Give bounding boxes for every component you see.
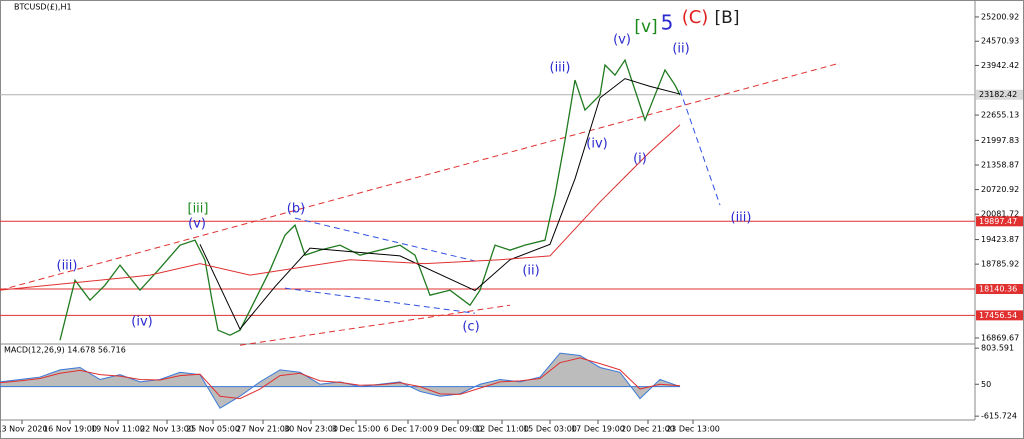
trendline <box>294 217 481 263</box>
wave-label: (b) <box>287 202 305 217</box>
x-tick-label: 15 Dec 03:00 <box>523 425 577 434</box>
wave-label: (iv) <box>586 137 607 152</box>
price-line <box>59 58 681 341</box>
price-line <box>199 78 681 331</box>
x-tick-label: 23 Dec 13:00 <box>666 425 720 434</box>
wave-label: (iv) <box>131 315 152 330</box>
x-tick-label: 20 Dec 21:00 <box>621 425 675 434</box>
y-tick-label: 16869.67 <box>981 333 1019 342</box>
level-label: 19897.47 <box>979 217 1017 226</box>
y-tick-label: 18785.92 <box>981 260 1019 269</box>
level-label: 18140.36 <box>979 285 1017 294</box>
trendline <box>0 62 841 291</box>
wave-label: [iii] <box>188 202 209 217</box>
trendline <box>284 287 476 314</box>
y-tick-label: 50 <box>981 380 991 389</box>
macd-histogram <box>0 352 681 409</box>
wave-label: (c) <box>462 320 479 335</box>
x-tick-label: 12 Dec 11:00 <box>475 425 529 434</box>
x-tick-label: 19 Nov 11:00 <box>91 425 145 434</box>
price-line <box>0 124 681 291</box>
y-tick-label: 21358.87 <box>981 160 1019 169</box>
wave-label: (iii) <box>731 211 752 226</box>
macd-signal <box>0 357 681 400</box>
y-tick-label: 24570.93 <box>981 37 1019 46</box>
wave-label: (iii) <box>550 61 571 76</box>
x-tick-label: 9 Dec 09:00 <box>434 425 483 434</box>
y-tick-label: 22655.13 <box>981 111 1019 120</box>
y-tick-label: 20720.92 <box>981 185 1019 194</box>
x-tick-label: 25 Nov 05:00 <box>186 425 240 434</box>
x-tick-label: 22 Nov 13:00 <box>140 425 194 434</box>
level-box <box>976 284 1023 295</box>
wave-label: [B] <box>715 8 740 28</box>
wave-label: (C) <box>682 7 709 28</box>
wave-label: [v] <box>634 17 657 37</box>
x-tick-label: 16 Nov 19:00 <box>43 425 97 434</box>
y-tick-label: 21997.83 <box>981 136 1019 145</box>
x-tick-label: 3 Dec 15:00 <box>332 425 381 434</box>
wave-label: (ii) <box>672 42 689 57</box>
y-tick-label: 20081.72 <box>981 210 1019 219</box>
trendline <box>239 304 511 346</box>
x-tick-label: 6 Dec 17:00 <box>384 425 433 434</box>
y-tick-label: 25200.92 <box>981 12 1019 21</box>
current-price-label: 23182.42 <box>979 90 1017 99</box>
wave-label: (v) <box>188 217 206 232</box>
wave-label: (v) <box>613 33 631 48</box>
x-tick-label: 13 Nov 2020 <box>0 425 48 434</box>
wave-label: (iii) <box>57 259 78 274</box>
x-tick-label: 27 Nov 21:00 <box>236 425 290 434</box>
x-tick-label: 30 Nov 23:00 <box>284 425 338 434</box>
level-box <box>976 216 1023 227</box>
y-tick-label: 23942.42 <box>981 61 1019 70</box>
wave-label: (i) <box>633 152 647 167</box>
wave-label: 5 <box>661 11 674 35</box>
y-tick-label: -615.724 <box>981 412 1017 421</box>
y-tick-label: 19423.87 <box>981 235 1019 244</box>
symbol-label: BTCUSD(£),H1 <box>14 3 72 12</box>
y-tick-label: 803.591 <box>981 344 1014 353</box>
level-box <box>976 310 1023 321</box>
x-tick-label: 17 Dec 19:00 <box>571 425 625 434</box>
wave-label: (ii) <box>522 264 539 279</box>
level-label: 17456.54 <box>979 311 1017 320</box>
macd-label: MACD(12,26,9) 14.678 56.716 <box>4 346 126 355</box>
trendline <box>679 89 721 206</box>
current-price-box <box>976 89 1023 100</box>
